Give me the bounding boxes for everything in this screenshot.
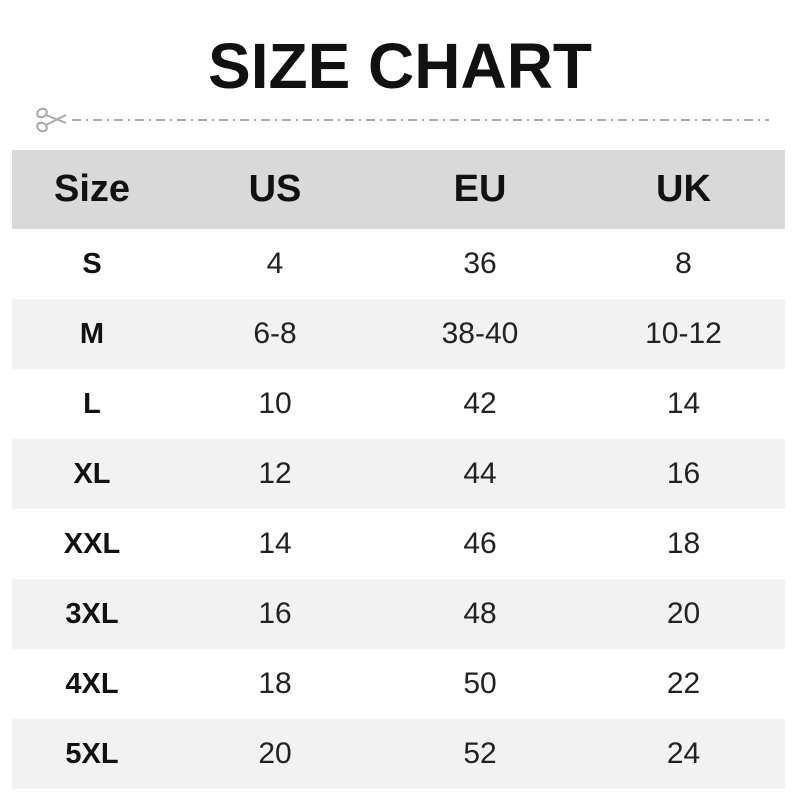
header-eu: EU <box>378 150 582 229</box>
header-row: Size US EU UK <box>12 150 785 229</box>
cell-eu: 38-40 <box>378 299 582 369</box>
cell-us: 14 <box>258 527 292 560</box>
cut-line <box>36 107 769 133</box>
cell-size: L <box>83 387 101 420</box>
cell-uk: 18 <box>666 527 701 560</box>
cell-eu: 52 <box>378 719 582 789</box>
cell-us: 12 <box>172 439 378 509</box>
cell-size: M <box>12 299 172 369</box>
cell-us: 10 <box>258 387 292 420</box>
cell-us: 20 <box>172 719 378 789</box>
cell-us: 4 <box>266 247 284 280</box>
cell-eu: 44 <box>378 439 582 509</box>
cell-us: 18 <box>258 667 292 700</box>
cell-size: 5XL <box>12 719 172 789</box>
table-row: L 10 42 14 <box>12 369 785 439</box>
cell-eu: 50 <box>463 667 497 700</box>
cell-eu: 36 <box>463 247 497 280</box>
table-row: 3XL 16 48 20 <box>12 579 785 649</box>
cell-uk: 8 <box>675 247 692 280</box>
page-title: SIZE CHART <box>208 30 592 102</box>
header-size: Size <box>12 150 172 229</box>
cell-eu: 48 <box>378 579 582 649</box>
header-uk: UK <box>582 150 785 229</box>
table-row: XXL 14 46 18 <box>12 509 785 579</box>
cell-uk: 20 <box>582 579 785 649</box>
size-chart-table: Size US EU UK S 4 36 8 M 6-8 38-40 10-12 L 10 42 14… <box>12 150 785 789</box>
table-row: M 6-8 38-40 10-12 <box>12 299 785 369</box>
cell-uk: 14 <box>666 387 701 420</box>
table-row: 4XL 18 50 22 <box>12 649 785 719</box>
cell-size: 4XL <box>65 667 119 700</box>
cell-us: 6-8 <box>172 299 378 369</box>
cell-uk: 24 <box>582 719 785 789</box>
cell-us: 16 <box>172 579 378 649</box>
cell-uk: 10-12 <box>582 299 785 369</box>
cell-uk: 22 <box>666 667 701 700</box>
table-row: XL 12 44 16 <box>12 439 785 509</box>
table-row: S 4 36 8 <box>12 229 785 299</box>
cell-size: S <box>82 247 102 280</box>
scissors-icon <box>36 107 67 133</box>
cell-size: XXL <box>63 527 121 560</box>
header-us: US <box>172 150 378 229</box>
cell-size: XL <box>12 439 172 509</box>
cell-size: 3XL <box>12 579 172 649</box>
cell-uk: 16 <box>582 439 785 509</box>
cell-eu: 42 <box>463 387 497 420</box>
cell-eu: 46 <box>463 527 497 560</box>
table-row: 5XL 20 52 24 <box>12 719 785 789</box>
